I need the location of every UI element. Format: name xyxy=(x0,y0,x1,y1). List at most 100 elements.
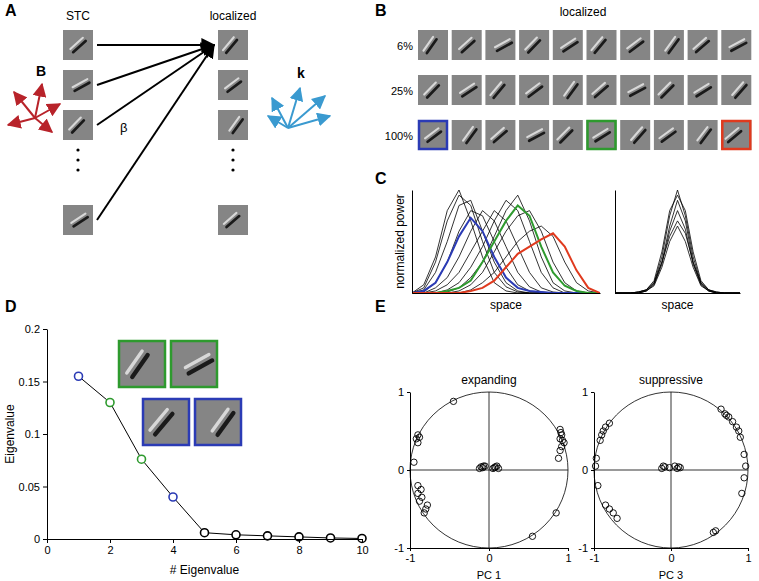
patch-background xyxy=(654,75,684,105)
series-line xyxy=(412,226,600,293)
basis-vector xyxy=(35,84,42,118)
point xyxy=(491,464,497,470)
panel-letter: D xyxy=(5,298,17,315)
diagram-title: STC xyxy=(66,9,90,23)
point xyxy=(358,534,366,542)
tick: -1 xyxy=(590,548,600,564)
filter-vector xyxy=(268,116,288,128)
row-label: 25% xyxy=(391,85,413,97)
patch-background xyxy=(418,75,448,105)
point xyxy=(264,532,272,540)
tick-mark xyxy=(173,539,174,543)
tick-label: 6 xyxy=(233,544,239,556)
patch-background xyxy=(63,70,93,100)
tick: 0 xyxy=(582,464,594,476)
point xyxy=(415,440,421,446)
basis-vector xyxy=(35,104,60,118)
filter-vector xyxy=(288,116,330,128)
patch-dark xyxy=(595,132,609,141)
patch-background xyxy=(218,205,248,235)
patch-highlight xyxy=(722,121,750,149)
tick-mark xyxy=(407,548,410,549)
basis-label: B xyxy=(36,63,46,79)
image-patch xyxy=(721,30,751,60)
point xyxy=(558,443,564,449)
axis: 00.050.10.150.2 xyxy=(19,323,48,545)
image-patch xyxy=(63,205,93,235)
axis-title: PC 1 xyxy=(477,569,501,581)
tick-mark xyxy=(591,548,594,549)
patch-dark xyxy=(427,39,437,53)
point xyxy=(595,482,601,488)
ellipsis-dot xyxy=(76,158,79,161)
weight-label: β xyxy=(120,120,127,135)
image-patch xyxy=(587,30,617,60)
scatter-chart: -101-101expandingPC 1 xyxy=(394,373,571,581)
patch-dark xyxy=(74,217,88,226)
patch-dark xyxy=(428,132,441,142)
tick-label: 0 xyxy=(582,464,588,476)
image-patch xyxy=(218,70,248,100)
plot-area xyxy=(411,398,568,539)
axis: -101 xyxy=(406,548,572,564)
line-chart: spacenormalized power xyxy=(393,190,601,312)
tick-label: 4 xyxy=(170,544,176,556)
tick-label: 0 xyxy=(34,533,40,545)
tick-mark xyxy=(568,548,569,551)
point xyxy=(169,493,177,501)
tick-label: 1 xyxy=(565,552,571,564)
tick-label: -1 xyxy=(578,542,588,554)
axis: -101 xyxy=(578,386,594,554)
patch-dark xyxy=(662,132,676,142)
patch-dark xyxy=(697,87,711,96)
patch-dark xyxy=(497,43,512,51)
axis-line xyxy=(616,293,741,294)
tick-mark xyxy=(407,392,410,393)
patch-background xyxy=(452,75,482,105)
patch-background xyxy=(418,120,448,150)
ellipsis-dot xyxy=(231,148,234,151)
point xyxy=(480,463,486,469)
ellipsis-dot xyxy=(76,168,79,171)
image-patch xyxy=(587,75,617,105)
patch-background xyxy=(620,120,650,150)
tick-mark xyxy=(47,539,48,543)
point xyxy=(557,426,563,432)
image-patch xyxy=(170,340,218,388)
point xyxy=(606,506,612,512)
tick-mark xyxy=(362,539,363,543)
point xyxy=(424,502,430,508)
tick-mark xyxy=(236,539,237,543)
panel-letter: E xyxy=(375,298,386,315)
tick: 0.05 xyxy=(19,481,47,493)
image-patch xyxy=(452,120,482,150)
patch-dark xyxy=(529,87,542,97)
point xyxy=(597,437,603,443)
crosshair xyxy=(489,392,490,548)
image-patch xyxy=(654,30,684,60)
panel-letter: A xyxy=(5,2,17,19)
point xyxy=(614,515,620,521)
axis: -101 xyxy=(394,386,410,554)
patch-dark xyxy=(560,131,572,143)
series-line xyxy=(615,221,740,293)
tick-mark xyxy=(407,470,410,471)
series-line xyxy=(412,195,600,293)
patch-dark xyxy=(227,216,240,227)
patch-dark xyxy=(728,131,741,142)
image-patch xyxy=(63,110,93,140)
patch-background xyxy=(519,30,549,60)
patch-dark xyxy=(427,85,439,97)
series-line xyxy=(412,211,600,293)
axis-line xyxy=(410,393,411,549)
tick-label: -1 xyxy=(590,552,600,564)
patch-dark xyxy=(75,83,90,91)
point xyxy=(411,459,417,465)
patch-background xyxy=(688,120,718,150)
patch-background xyxy=(688,30,718,60)
row-label: 6% xyxy=(397,40,413,52)
patch-background xyxy=(170,340,218,388)
tick: 6 xyxy=(233,539,239,556)
tick-mark xyxy=(110,539,111,543)
patch-highlight xyxy=(419,121,447,149)
